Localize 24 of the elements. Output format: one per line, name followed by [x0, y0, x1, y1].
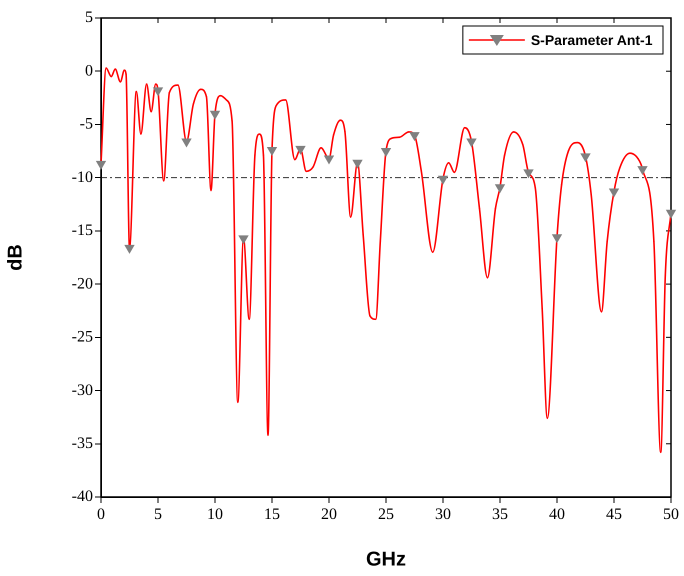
y-tick-label: -40 — [72, 488, 93, 506]
x-tick-label: 5 — [154, 506, 162, 523]
x-axis-title: GHz — [366, 548, 406, 571]
y-tick-label: 5 — [85, 9, 93, 26]
x-tick-label: 40 — [549, 506, 565, 523]
y-tick-label: -5 — [80, 116, 93, 133]
x-tick-label: 25 — [378, 506, 394, 523]
x-tick-label: 45 — [606, 506, 622, 523]
x-tick-label: 0 — [97, 506, 105, 523]
y-tick-label: -25 — [72, 328, 93, 346]
x-tick-label: 50 — [663, 506, 679, 523]
y-tick-label: -15 — [72, 222, 93, 240]
y-tick-label: -20 — [72, 275, 93, 292]
x-tick-label: 15 — [264, 506, 280, 523]
legend-label: S-Parameter Ant-1 — [530, 32, 653, 48]
y-tick-label: -10 — [72, 168, 93, 186]
x-tick-label: 20 — [321, 506, 337, 523]
y-tick-label: -35 — [72, 434, 93, 452]
y-tick-label: 0 — [85, 62, 93, 80]
x-tick-label: 30 — [435, 506, 451, 523]
y-tick-label: -30 — [72, 382, 93, 399]
y-axis-title: dB — [4, 244, 27, 271]
x-tick-label: 35 — [492, 506, 508, 523]
x-tick-label: 10 — [207, 506, 223, 523]
